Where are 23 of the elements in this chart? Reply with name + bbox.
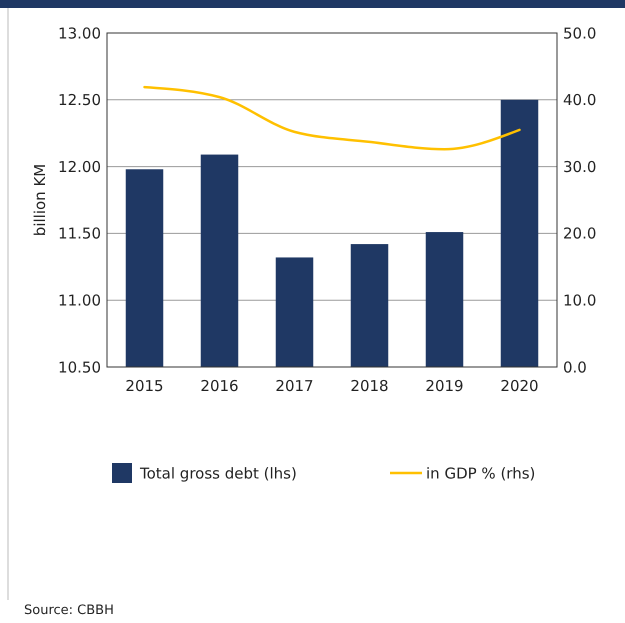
y2-tick-label: 40.0 (563, 91, 596, 110)
y2-tick-label: 30.0 (563, 158, 596, 176)
y2-tick-label: 10.0 (563, 291, 596, 310)
x-tick-label: 2018 (350, 377, 389, 395)
y-tick-label: 10.50 (58, 358, 101, 376)
y2-tick-label: 0.0 (563, 358, 587, 376)
y-tick-label: 11.00 (58, 291, 101, 310)
y-tick-label: 12.50 (58, 91, 101, 110)
y-axis-title: billion KM (31, 164, 49, 236)
y-tick-label: 12.00 (58, 158, 101, 176)
line-series (143, 86, 521, 150)
y2-tick-label: 50.0 (563, 24, 596, 42)
x-tick-label: 2019 (425, 377, 464, 395)
x-tick-label: 2020 (500, 377, 539, 395)
legend-label: in GDP % (rhs) (426, 464, 536, 482)
source-note: Source: CBBH (24, 603, 114, 618)
y2-tick-label: 20.0 (563, 224, 596, 243)
x-tick-label: 2017 (275, 377, 314, 395)
y-tick-label: 11.50 (58, 224, 101, 243)
y-tick-label: 13.00 (58, 24, 101, 42)
x-tick-label: 2015 (125, 377, 164, 395)
legend-label: Total gross debt (lhs) (139, 464, 297, 482)
x-tick-label: 2016 (200, 377, 239, 395)
